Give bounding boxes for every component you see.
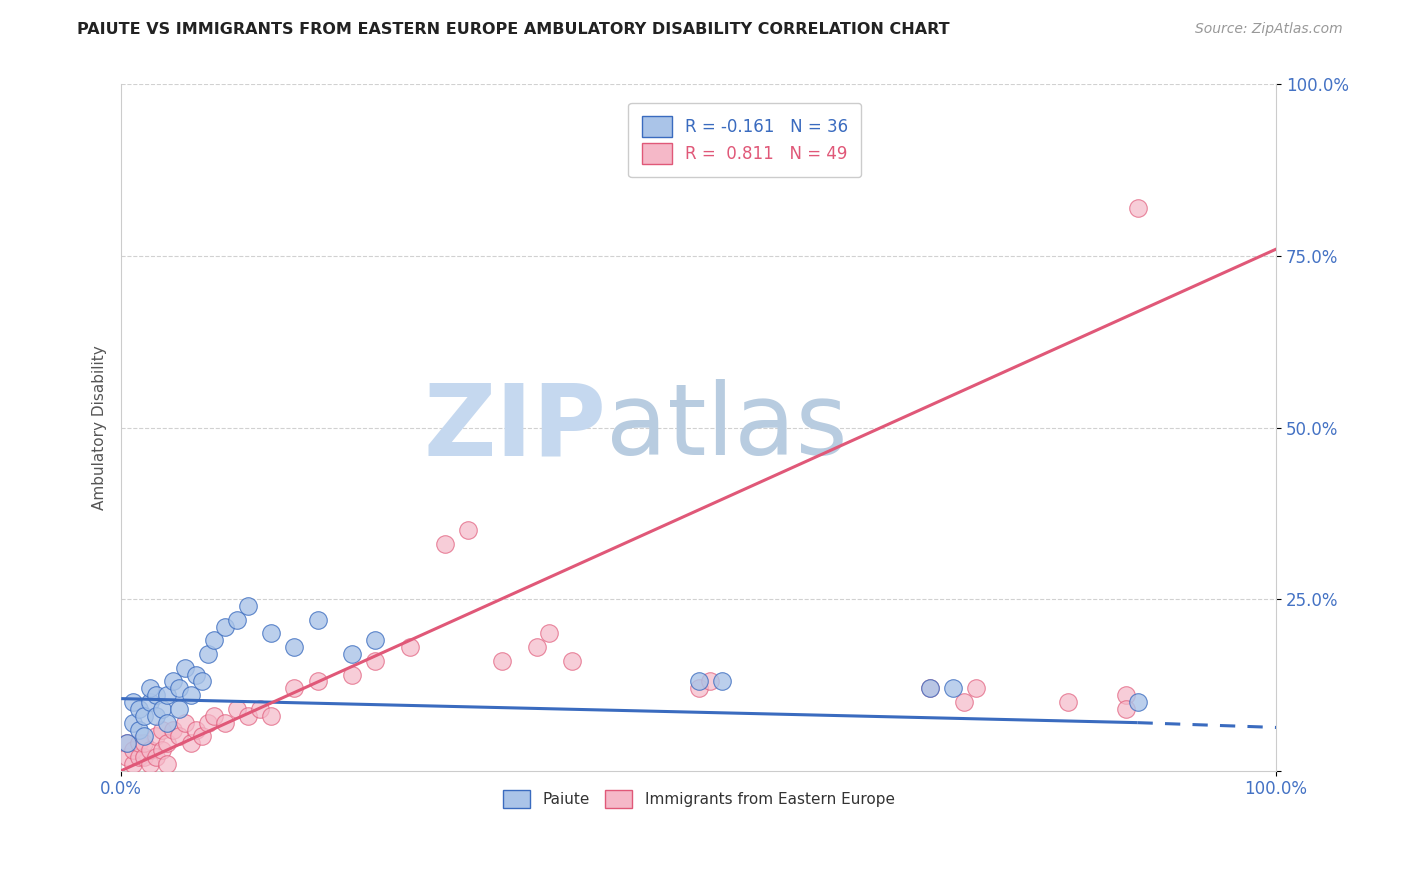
- Point: [364, 654, 387, 668]
- Point: [1126, 201, 1149, 215]
- Point: [918, 681, 941, 696]
- Point: [115, 736, 138, 750]
- Point: [433, 537, 456, 551]
- Point: [364, 633, 387, 648]
- Point: [162, 674, 184, 689]
- Point: [340, 647, 363, 661]
- Point: [121, 756, 143, 771]
- Point: [283, 640, 305, 655]
- Point: [134, 736, 156, 750]
- Point: [186, 667, 208, 681]
- Point: [197, 715, 219, 730]
- Text: ZIP: ZIP: [423, 379, 606, 476]
- Point: [128, 702, 150, 716]
- Point: [128, 750, 150, 764]
- Point: [191, 730, 214, 744]
- Point: [156, 715, 179, 730]
- Point: [537, 626, 560, 640]
- Point: [179, 736, 201, 750]
- Point: [139, 756, 162, 771]
- Point: [340, 667, 363, 681]
- Point: [121, 695, 143, 709]
- Point: [249, 702, 271, 716]
- Point: [561, 654, 583, 668]
- Point: [1126, 695, 1149, 709]
- Point: [688, 674, 710, 689]
- Point: [307, 674, 329, 689]
- Point: [167, 730, 190, 744]
- Point: [115, 736, 138, 750]
- Point: [167, 681, 190, 696]
- Point: [307, 613, 329, 627]
- Point: [214, 715, 236, 730]
- Legend: Paiute, Immigrants from Eastern Europe: Paiute, Immigrants from Eastern Europe: [496, 784, 901, 814]
- Point: [225, 613, 247, 627]
- Point: [260, 708, 283, 723]
- Point: [491, 654, 513, 668]
- Point: [167, 702, 190, 716]
- Point: [260, 626, 283, 640]
- Point: [156, 756, 179, 771]
- Point: [162, 723, 184, 737]
- Point: [202, 633, 225, 648]
- Point: [197, 647, 219, 661]
- Y-axis label: Ambulatory Disability: Ambulatory Disability: [93, 345, 107, 510]
- Point: [150, 723, 173, 737]
- Point: [214, 619, 236, 633]
- Point: [121, 743, 143, 757]
- Point: [156, 736, 179, 750]
- Text: Source: ZipAtlas.com: Source: ZipAtlas.com: [1195, 22, 1343, 37]
- Point: [121, 715, 143, 730]
- Point: [134, 730, 156, 744]
- Point: [145, 708, 167, 723]
- Point: [191, 674, 214, 689]
- Point: [128, 723, 150, 737]
- Point: [699, 674, 721, 689]
- Point: [238, 708, 260, 723]
- Point: [965, 681, 987, 696]
- Point: [150, 702, 173, 716]
- Point: [688, 681, 710, 696]
- Point: [710, 674, 733, 689]
- Point: [202, 708, 225, 723]
- Point: [1115, 702, 1137, 716]
- Point: [128, 736, 150, 750]
- Point: [1115, 688, 1137, 702]
- Text: PAIUTE VS IMMIGRANTS FROM EASTERN EUROPE AMBULATORY DISABILITY CORRELATION CHART: PAIUTE VS IMMIGRANTS FROM EASTERN EUROPE…: [77, 22, 950, 37]
- Point: [457, 524, 479, 538]
- Point: [139, 743, 162, 757]
- Point: [115, 750, 138, 764]
- Point: [186, 723, 208, 737]
- Point: [179, 688, 201, 702]
- Point: [173, 715, 195, 730]
- Point: [283, 681, 305, 696]
- Text: atlas: atlas: [606, 379, 848, 476]
- Point: [953, 695, 976, 709]
- Point: [150, 743, 173, 757]
- Point: [145, 750, 167, 764]
- Point: [145, 688, 167, 702]
- Point: [134, 708, 156, 723]
- Point: [156, 688, 179, 702]
- Point: [526, 640, 548, 655]
- Point: [942, 681, 965, 696]
- Point: [173, 661, 195, 675]
- Point: [145, 730, 167, 744]
- Point: [238, 599, 260, 613]
- Point: [139, 695, 162, 709]
- Point: [918, 681, 941, 696]
- Point: [399, 640, 422, 655]
- Point: [1057, 695, 1080, 709]
- Point: [225, 702, 247, 716]
- Point: [139, 681, 162, 696]
- Point: [134, 750, 156, 764]
